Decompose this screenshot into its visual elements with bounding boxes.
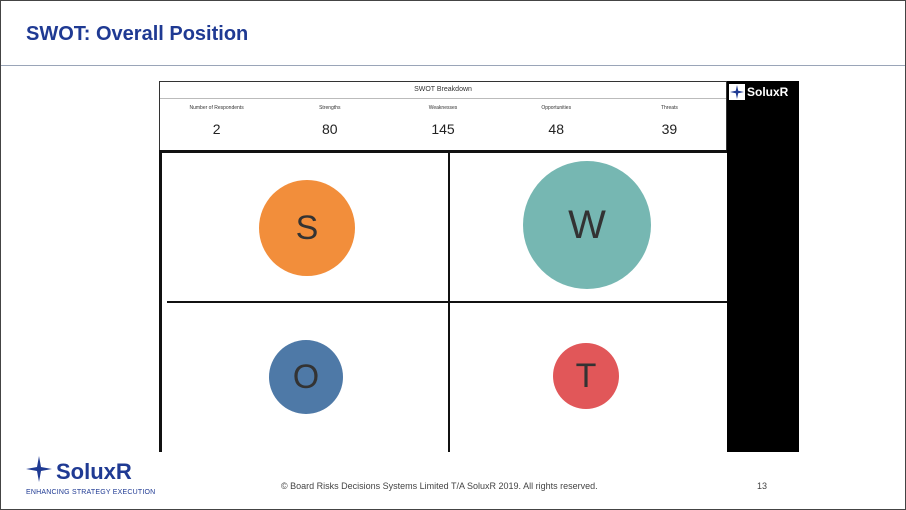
stat-value: 2 xyxy=(212,121,221,137)
compass-star-icon xyxy=(729,84,745,100)
swot-breakdown-header: SWOT Breakdown xyxy=(160,82,726,99)
stat-value: 80 xyxy=(322,121,338,137)
copyright-footer: © Board Risks Decisions Systems Limited … xyxy=(281,481,598,491)
slide-title: SWOT: Overall Position xyxy=(26,23,249,45)
stat-label: Opportunities xyxy=(541,105,572,111)
stat-label: Weaknesses xyxy=(428,105,458,111)
strengths-bubble[interactable]: S xyxy=(259,180,355,276)
stat-threats: Threats 39 xyxy=(613,99,726,151)
brand-sidebar: SoluxR xyxy=(727,81,799,452)
weaknesses-bubble[interactable]: W xyxy=(523,161,651,289)
swot-quadrant-grid: S W O T xyxy=(159,150,729,452)
stat-value: 48 xyxy=(548,121,564,137)
quadrant-horizontal-divider xyxy=(167,301,729,303)
stat-label: Threats xyxy=(660,105,678,111)
logo-tagline: ENHANCING STRATEGY EXECUTION xyxy=(26,489,156,496)
stat-weaknesses: Weaknesses 145 xyxy=(386,99,499,151)
stat-strengths: Strengths 80 xyxy=(273,99,386,151)
compass-star-icon xyxy=(26,456,52,487)
page-number: 13 xyxy=(757,481,768,491)
opportunities-bubble[interactable]: O xyxy=(269,340,343,414)
stat-respondents: Number of Respondents 2 xyxy=(160,99,273,151)
title-divider xyxy=(1,65,905,66)
stat-value: 145 xyxy=(431,121,455,137)
threats-bubble[interactable]: T xyxy=(553,343,619,409)
stat-opportunities: Opportunities 48 xyxy=(500,99,613,151)
stat-label: Strengths xyxy=(319,105,341,111)
company-logo: SoluxR ENHANCING STRATEGY EXECUTION xyxy=(26,456,155,496)
logo-name: SoluxR xyxy=(56,458,132,484)
brand-badge: SoluxR xyxy=(729,83,797,101)
brand-name: SoluxR xyxy=(747,85,789,99)
stat-value: 39 xyxy=(661,121,678,137)
stat-label: Number of Respondents xyxy=(189,105,244,111)
swot-breakdown-table: SWOT Breakdown Number of Respondents 2 S… xyxy=(159,81,727,151)
swot-dashboard: SWOT Breakdown Number of Respondents 2 S… xyxy=(159,81,799,452)
